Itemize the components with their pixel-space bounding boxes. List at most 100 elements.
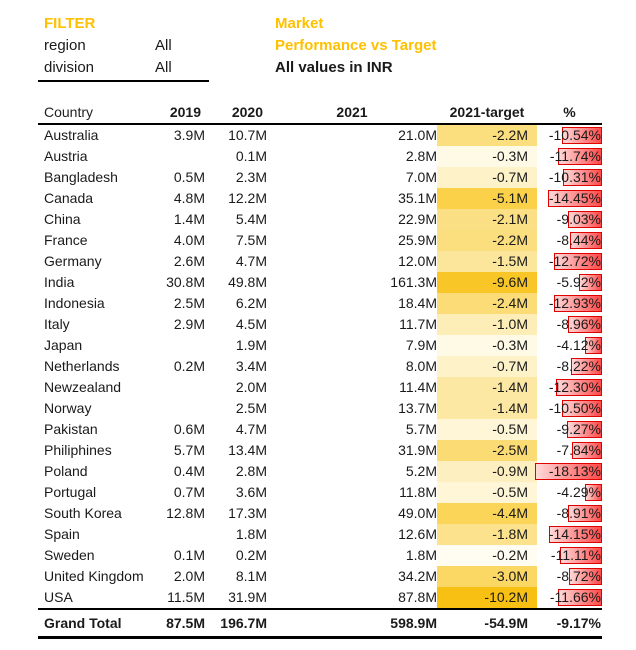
total-percent: -9.17% (556, 615, 601, 631)
header-percent: % (563, 104, 576, 120)
cell-percent: -8.44% (537, 230, 602, 251)
cell-2021: 5.2M (405, 463, 437, 479)
cell-country: Bangladesh (44, 169, 118, 185)
cell-percent: -11.66% (537, 587, 602, 608)
cell-2021: 8.0M (405, 358, 437, 374)
cell-2021-target: -1.4M (437, 377, 537, 398)
cell-2020: 8.1M (235, 568, 267, 584)
cell-percent: -9.03% (537, 209, 602, 230)
cell-2021: 18.4M (398, 295, 437, 311)
cell-2020: 10.7M (228, 127, 267, 143)
table-row: Norway 2.5M 13.7M -1.4M -10.50% (38, 398, 602, 419)
cell-2019: 0.6M (173, 421, 205, 437)
table-row: China 1.4M 5.4M 22.9M -2.1M -9.03% (38, 209, 602, 230)
percent-databar (568, 568, 602, 585)
cell-percent: -5.92% (537, 272, 602, 293)
cell-2019: 1.4M (173, 211, 205, 227)
report-title-block: Market Performance vs Target All values … (275, 13, 436, 79)
cell-percent: -14.45% (537, 188, 602, 209)
cell-2020: 7.5M (235, 232, 267, 248)
cell-2020: 0.2M (235, 547, 267, 563)
percent-databar (555, 379, 602, 396)
cell-2021: 25.9M (398, 232, 437, 248)
table-row: South Korea 12.8M 17.3M 49.0M -4.4M -8.9… (38, 503, 602, 524)
cell-country: Pakistan (44, 421, 98, 437)
cell-2019: 0.7M (173, 484, 205, 500)
percent-value: -14.15% (548, 526, 601, 542)
table-row: USA 11.5M 31.9M 87.8M -10.2M -11.66% (38, 587, 602, 608)
percent-databar (585, 337, 602, 354)
cell-2019: 0.1M (173, 547, 205, 563)
percent-databar (549, 526, 602, 543)
cell-percent: -9.27% (537, 419, 602, 440)
percent-value: -4.12% (556, 337, 601, 353)
table-row: Italy 2.9M 4.5M 11.7M -1.0M -8.96% (38, 314, 602, 335)
cell-2021: 13.7M (398, 400, 437, 416)
cell-2020: 3.6M (235, 484, 267, 500)
cell-country: Japan (44, 337, 83, 353)
table-row: Sweden 0.1M 0.2M 1.8M -0.2M -11.11% (38, 545, 602, 566)
cell-2019 (130, 146, 205, 167)
cell-2021: 12.6M (398, 526, 437, 542)
cell-country: India (44, 274, 75, 290)
cell-2020: 12.2M (228, 190, 267, 206)
table-header-row: Country 2019 2020 2021 2021-target % (38, 102, 602, 125)
table-row: Japan 1.9M 7.9M -0.3M -4.12% (38, 335, 602, 356)
table-row: Poland 0.4M 2.8M 5.2M -0.9M -18.13% (38, 461, 602, 482)
filter-division-label: division (44, 59, 95, 76)
cell-2021: 21.0M (398, 127, 437, 143)
filter-division-value[interactable]: All (155, 59, 172, 76)
cell-percent: -8.96% (537, 314, 602, 335)
filter-region-value[interactable]: All (155, 37, 172, 54)
cell-2021-target: -3.0M (437, 566, 537, 587)
cell-country: Spain (44, 526, 80, 542)
cell-2021-target: -0.7M (437, 356, 537, 377)
percent-value: -5.92% (556, 274, 601, 290)
cell-2019: 4.8M (173, 190, 205, 206)
percent-databar (553, 295, 602, 312)
percent-value: -11.74% (549, 148, 601, 164)
grand-total-row: Grand Total 87.5M 196.7M 598.9M -54.9M -… (38, 608, 602, 639)
cell-2021-target: -0.5M (437, 419, 537, 440)
percent-databar (560, 547, 602, 564)
report-title-line2: Performance vs Target (275, 37, 437, 54)
cell-2020: 1.9M (235, 337, 267, 353)
filter-row-division: division All (44, 57, 172, 79)
percent-value: -8.91% (556, 505, 601, 521)
cell-country: South Korea (44, 505, 122, 521)
cell-2020: 4.7M (235, 253, 267, 269)
filter-underline (38, 80, 209, 82)
cell-2019 (130, 335, 205, 356)
cell-2019: 0.2M (173, 358, 205, 374)
percent-databar (570, 358, 602, 375)
cell-2020: 5.4M (235, 211, 267, 227)
percent-databar (567, 316, 602, 333)
percent-databar (535, 463, 602, 480)
percent-value: -12.72% (548, 253, 601, 269)
cell-2021: 7.9M (405, 337, 437, 353)
header-2019: 2019 (169, 104, 201, 120)
cell-percent: -8.91% (537, 503, 602, 524)
cell-2019: 0.5M (173, 169, 205, 185)
cell-2019: 2.5M (173, 295, 205, 311)
cell-2021-target: -0.5M (437, 482, 537, 503)
percent-databar (558, 589, 602, 606)
cell-2020: 4.7M (235, 421, 267, 437)
cell-2019: 11.5M (167, 589, 205, 605)
cell-2020: 31.9M (228, 589, 267, 605)
cell-2021: 11.7M (399, 316, 437, 332)
table-row: Portugal 0.7M 3.6M 11.8M -0.5M -4.29% (38, 482, 602, 503)
table-row: United Kingdom 2.0M 8.1M 34.2M -3.0M -8.… (38, 566, 602, 587)
cell-2021: 87.8M (398, 589, 437, 605)
percent-databar (562, 127, 602, 144)
report-title-line1: Market (275, 15, 324, 32)
cell-2020: 0.1M (235, 148, 267, 164)
header-country: Country (44, 104, 94, 120)
cell-country: Austria (44, 148, 88, 164)
percent-value: -8.44% (556, 232, 601, 248)
cell-country: Norway (44, 400, 92, 416)
filter-region-label: region (44, 37, 86, 54)
cell-2019: 2.6M (173, 253, 205, 269)
cell-percent: -12.30% (537, 377, 602, 398)
cell-2021: 11.8M (399, 484, 437, 500)
